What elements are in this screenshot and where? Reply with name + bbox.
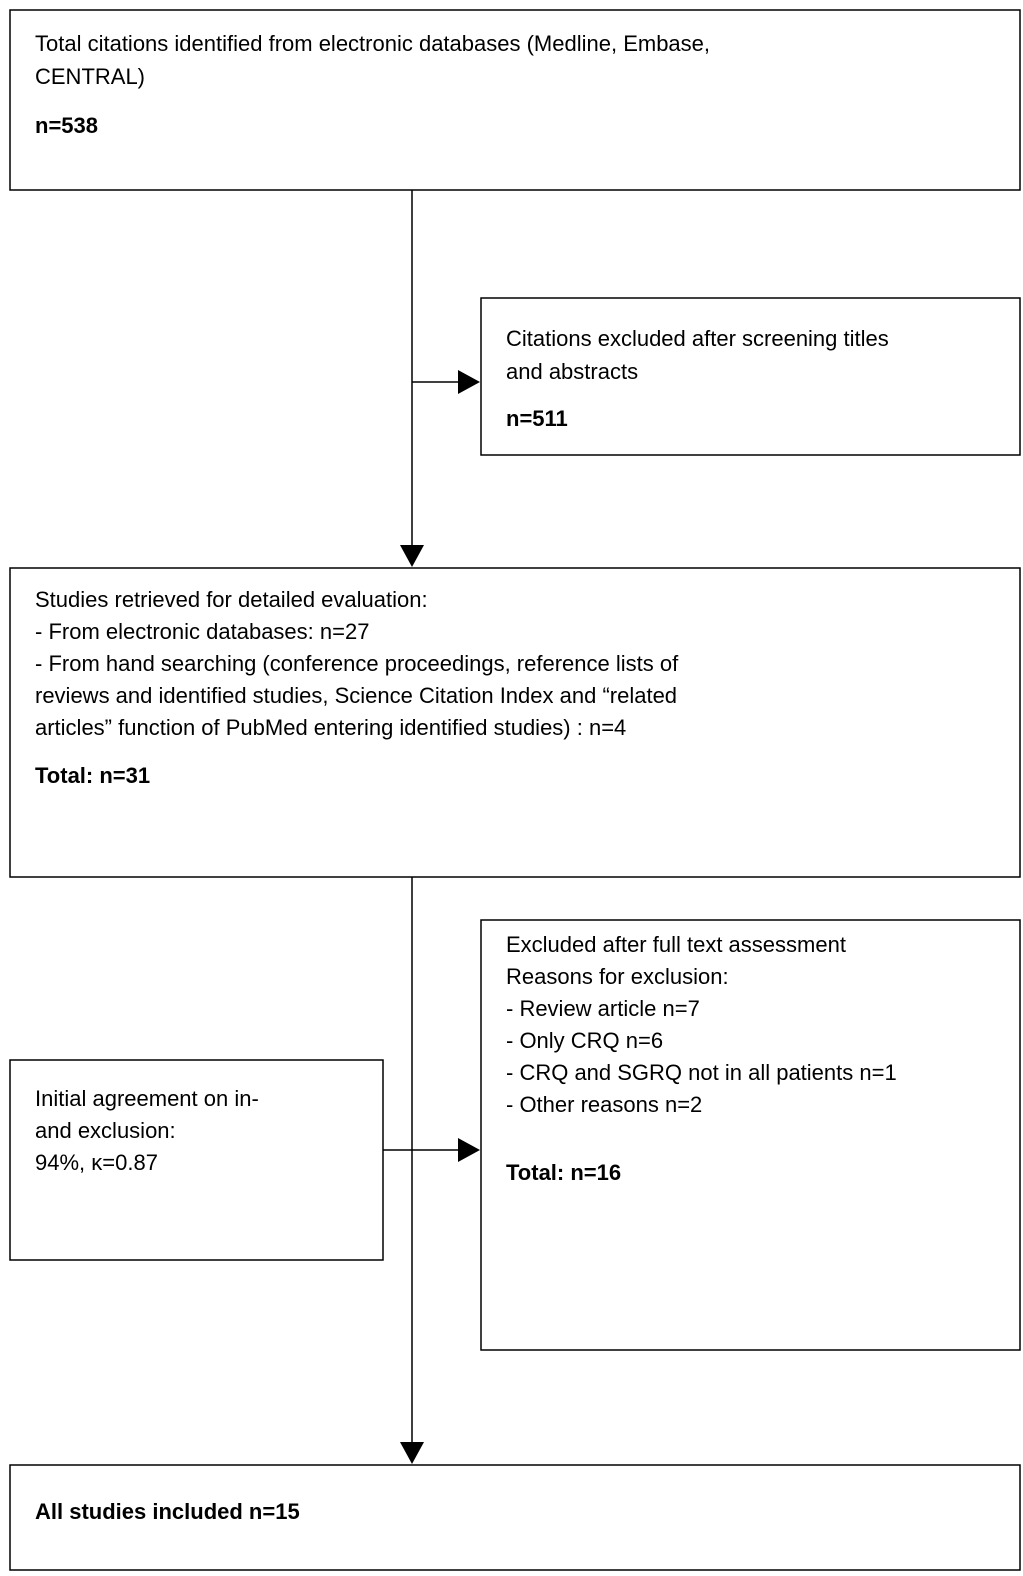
box-text: - CRQ and SGRQ not in all patients n=1 bbox=[506, 1060, 897, 1085]
box bbox=[9, 1464, 1021, 1571]
box-text: Reasons for exclusion: bbox=[506, 964, 729, 989]
box bbox=[9, 567, 1021, 878]
box bbox=[480, 919, 1021, 1351]
box-text: - From hand searching (conference procee… bbox=[35, 651, 679, 676]
box-text: CENTRAL) bbox=[35, 64, 145, 89]
box-text: articles” function of PubMed entering id… bbox=[35, 715, 626, 740]
box-count: n=511 bbox=[506, 406, 568, 431]
box-text: Studies retrieved for detailed evaluatio… bbox=[35, 587, 428, 612]
box bbox=[480, 297, 1021, 456]
box-text: Total citations identified from electron… bbox=[35, 31, 710, 56]
box bbox=[9, 9, 1021, 191]
box-text: - Other reasons n=2 bbox=[506, 1092, 702, 1117]
box-text: and exclusion: bbox=[35, 1118, 176, 1143]
box-text: Excluded after full text assessment bbox=[506, 932, 846, 957]
box-text: - Review article n=7 bbox=[506, 996, 700, 1021]
arrow-head bbox=[400, 545, 424, 567]
arrow-head bbox=[400, 1442, 424, 1464]
box bbox=[9, 1059, 384, 1261]
box-text: - From electronic databases: n=27 bbox=[35, 619, 369, 644]
box-count: All studies included n=15 bbox=[35, 1499, 300, 1524]
box-text: 94%, κ=0.87 bbox=[35, 1150, 158, 1175]
box-text: Initial agreement on in- bbox=[35, 1086, 259, 1111]
box-text: reviews and identified studies, Science … bbox=[35, 683, 677, 708]
arrow-head bbox=[458, 370, 480, 394]
box-text: Citations excluded after screening title… bbox=[506, 326, 889, 351]
box-count: n=538 bbox=[35, 113, 98, 138]
box-text: - Only CRQ n=6 bbox=[506, 1028, 663, 1053]
arrow-head bbox=[458, 1138, 480, 1162]
box-text: and abstracts bbox=[506, 359, 638, 384]
box-count: Total: n=16 bbox=[506, 1160, 621, 1185]
box-count: Total: n=31 bbox=[35, 763, 150, 788]
